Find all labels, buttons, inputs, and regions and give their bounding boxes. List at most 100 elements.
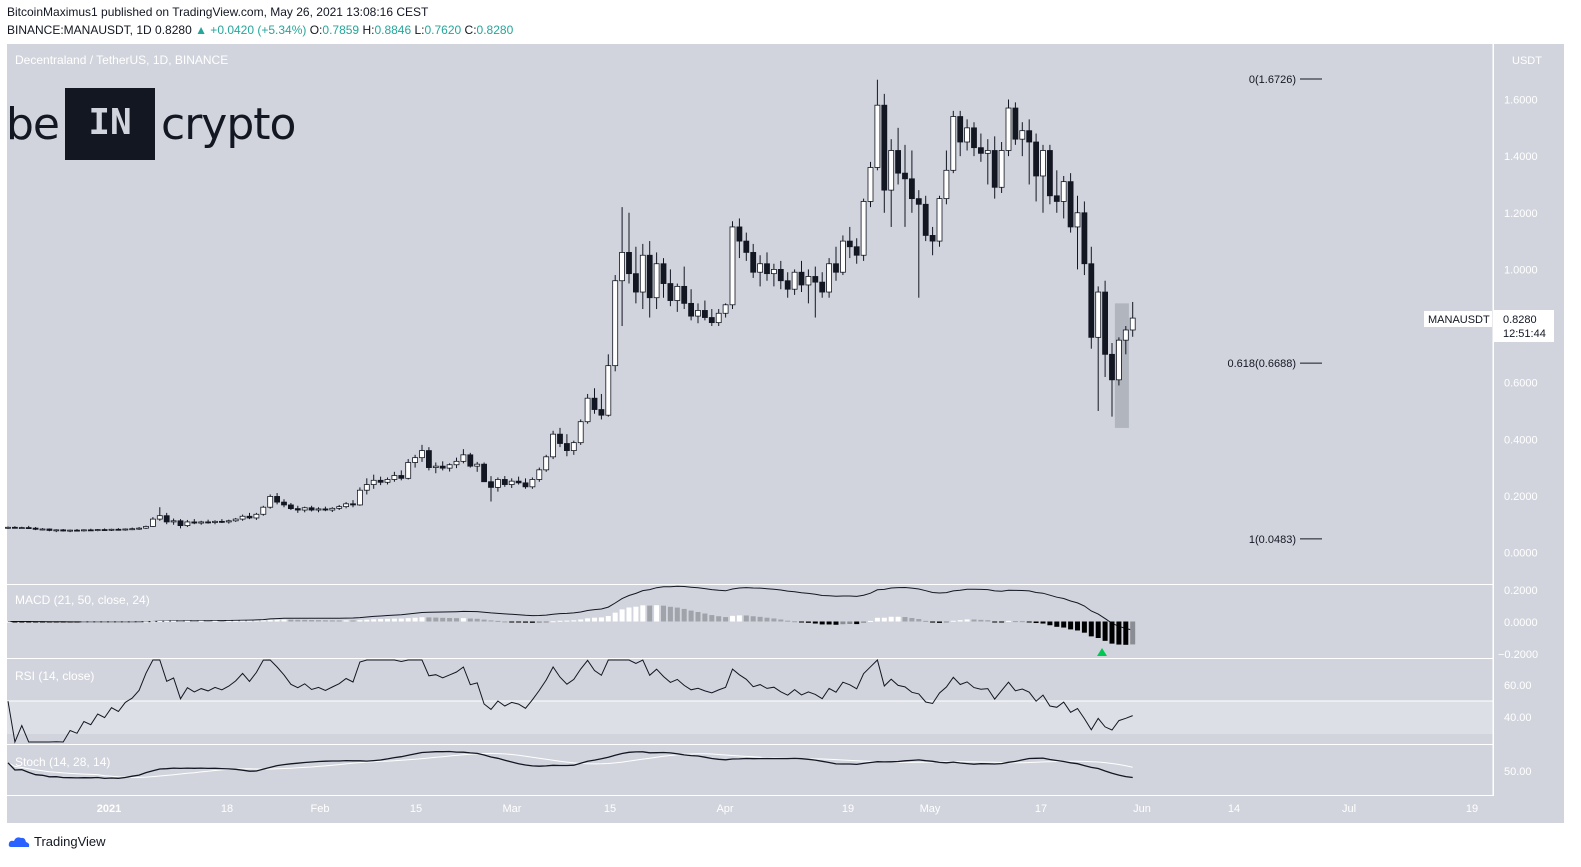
- candle-body: [1095, 291, 1102, 338]
- candle-body: [136, 527, 143, 530]
- candle-body: [826, 263, 832, 293]
- macd-histogram-bar: [902, 617, 908, 622]
- candle-body: [674, 285, 681, 301]
- macd-histogram-bar: [219, 620, 225, 622]
- candle-body: [253, 513, 260, 519]
- macd-histogram-bar: [398, 618, 404, 622]
- macd-histogram-bar: [847, 621, 853, 624]
- macd-histogram-bar: [488, 620, 494, 622]
- macd-histogram-bar: [164, 620, 170, 622]
- candle-body: [439, 465, 446, 469]
- high-label: H:: [362, 23, 375, 37]
- macd-histogram-bar: [329, 620, 335, 622]
- macd-histogram-bar: [357, 620, 363, 622]
- macd-histogram-bar: [868, 620, 873, 622]
- price-pane[interactable]: [7, 44, 1493, 584]
- footer-brand-text: TradingView: [34, 834, 106, 849]
- candles: [5, 79, 1136, 533]
- candle-body: [356, 489, 363, 506]
- candle-body: [1033, 141, 1039, 177]
- candle-body: [895, 150, 901, 174]
- candle-body: [1081, 212, 1088, 265]
- candle-body: [667, 283, 674, 301]
- footer-brand[interactable]: TradingView: [8, 834, 106, 849]
- macd-histogram-bar: [67, 621, 73, 623]
- macd-histogram-bar: [233, 620, 239, 622]
- candle-body: [101, 529, 108, 531]
- macd-histogram-bar: [1047, 621, 1053, 626]
- macd-histogram-bar: [930, 621, 936, 623]
- candle-body: [481, 463, 488, 483]
- candle-body: [971, 127, 977, 149]
- candle-body: [750, 252, 757, 273]
- macd-histogram-bar: [1095, 621, 1101, 639]
- macd-histogram-bar: [516, 621, 522, 623]
- macd-histogram-bar: [102, 621, 108, 623]
- candle-body: [81, 529, 87, 532]
- macd-histogram-bar: [757, 616, 763, 622]
- candle-body: [225, 520, 232, 523]
- candle-body: [591, 397, 598, 410]
- candle-body: [522, 482, 529, 488]
- macd-histogram-bar: [495, 620, 501, 622]
- macd-histogram-bar: [40, 621, 45, 623]
- stoch-pane[interactable]: [7, 745, 1493, 795]
- candle-body: [336, 506, 343, 509]
- macd-histogram-bar: [543, 621, 549, 623]
- candle-body: [771, 268, 777, 275]
- macd-histogram-bar: [778, 619, 784, 622]
- candle-body: [853, 246, 860, 256]
- price-axis[interactable]: [1494, 44, 1564, 796]
- macd-histogram-bar: [571, 620, 577, 622]
- fib-label: 0(1.6726): [1249, 74, 1296, 86]
- candle-body: [108, 528, 115, 531]
- rsi-indicator: [7, 659, 1133, 744]
- macd-histogram-bar: [178, 620, 183, 622]
- candle-body: [550, 433, 556, 458]
- candle-body: [60, 529, 67, 532]
- price-tick-label: 1.0000: [1504, 264, 1538, 276]
- candle-body: [294, 508, 301, 511]
- candle-body: [998, 150, 1005, 188]
- rsi-band: [7, 701, 1493, 734]
- tradingview-cloud-icon: [8, 836, 30, 847]
- candle-body: [87, 529, 94, 532]
- macd-histogram-bar: [198, 620, 204, 622]
- last-price: 0.8280: [155, 23, 192, 37]
- candle-body: [881, 104, 888, 191]
- candle-body: [1074, 212, 1081, 228]
- candle-body: [322, 508, 329, 511]
- macd-histogram-bar: [964, 619, 970, 622]
- macd-histogram-bar: [267, 619, 273, 622]
- macd-histogram-bar: [550, 621, 556, 623]
- stoch-tick: 50.00: [1504, 766, 1532, 778]
- price-label: MANAUSDT 0.8280 12:51:44: [1424, 310, 1554, 342]
- macd-histogram-bar: [26, 621, 32, 623]
- candle-body: [494, 479, 501, 488]
- macd-histogram-bar: [812, 621, 818, 624]
- macd-histogram-bar: [661, 605, 666, 622]
- macd-histogram-bar: [474, 618, 480, 622]
- candle-body: [598, 409, 605, 416]
- candle-body: [515, 480, 522, 484]
- macd-histogram-bar: [771, 618, 777, 622]
- candle-body: [1012, 107, 1019, 140]
- time-tick-label: Feb: [311, 803, 330, 815]
- macd-histogram-bar: [74, 621, 80, 623]
- candle-body: [508, 480, 515, 485]
- macd-histogram-bar: [854, 621, 860, 625]
- low-value: 0.7620: [424, 23, 462, 37]
- candle-body: [1067, 181, 1074, 228]
- time-tick-label: May: [920, 803, 941, 815]
- candle-body: [1040, 150, 1046, 177]
- macd-histogram-bar: [95, 621, 101, 623]
- logo-box: IN: [65, 88, 155, 160]
- macd-histogram-bar: [598, 617, 604, 622]
- time-axis[interactable]: [7, 796, 1564, 823]
- time-tick-label: 19: [1466, 803, 1478, 815]
- macd-histogram-bar: [316, 620, 321, 622]
- macd-histogram-bar: [205, 620, 211, 622]
- candle-body: [888, 150, 895, 191]
- macd-histogram-bar: [750, 616, 756, 622]
